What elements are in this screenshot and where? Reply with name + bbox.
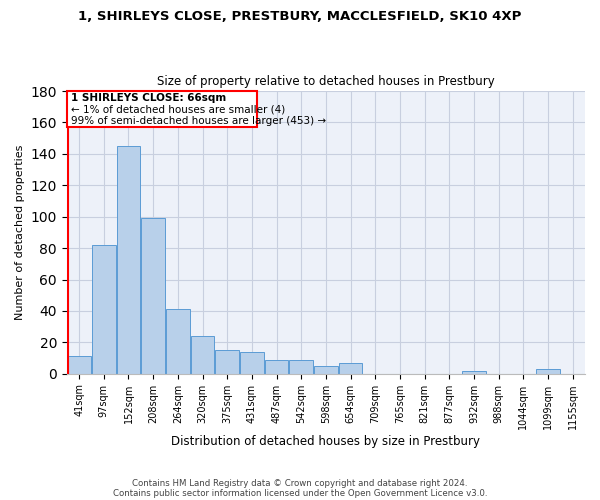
Title: Size of property relative to detached houses in Prestbury: Size of property relative to detached ho… bbox=[157, 76, 495, 88]
Bar bbox=[462, 370, 485, 374]
Bar bbox=[265, 360, 288, 374]
Bar bbox=[67, 356, 91, 374]
Bar bbox=[215, 350, 239, 374]
Bar bbox=[240, 352, 263, 374]
Y-axis label: Number of detached properties: Number of detached properties bbox=[15, 144, 25, 320]
Text: 1 SHIRLEYS CLOSE: 66sqm: 1 SHIRLEYS CLOSE: 66sqm bbox=[71, 92, 226, 102]
Text: Contains HM Land Registry data © Crown copyright and database right 2024.: Contains HM Land Registry data © Crown c… bbox=[132, 478, 468, 488]
FancyBboxPatch shape bbox=[67, 91, 257, 127]
Text: Contains public sector information licensed under the Open Government Licence v3: Contains public sector information licen… bbox=[113, 488, 487, 498]
Bar bbox=[191, 336, 214, 374]
Bar bbox=[314, 366, 338, 374]
Bar bbox=[289, 360, 313, 374]
Bar bbox=[92, 245, 116, 374]
X-axis label: Distribution of detached houses by size in Prestbury: Distribution of detached houses by size … bbox=[172, 434, 481, 448]
Text: 1, SHIRLEYS CLOSE, PRESTBURY, MACCLESFIELD, SK10 4XP: 1, SHIRLEYS CLOSE, PRESTBURY, MACCLESFIE… bbox=[79, 10, 521, 23]
Bar bbox=[339, 362, 362, 374]
Text: ← 1% of detached houses are smaller (4): ← 1% of detached houses are smaller (4) bbox=[71, 104, 285, 114]
Text: 99% of semi-detached houses are larger (453) →: 99% of semi-detached houses are larger (… bbox=[71, 116, 326, 126]
Bar bbox=[117, 146, 140, 374]
Bar bbox=[142, 218, 165, 374]
Bar bbox=[536, 369, 560, 374]
Bar bbox=[166, 310, 190, 374]
